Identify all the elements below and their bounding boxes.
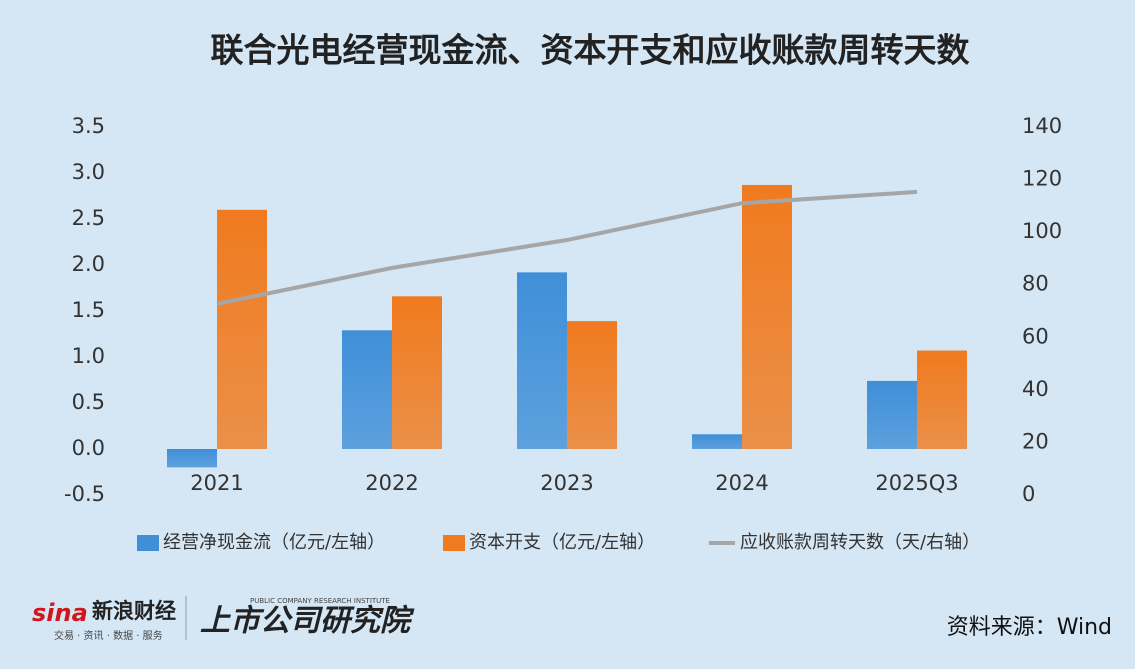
legend-label: 应收账款周转天数（天/右轴） — [740, 532, 980, 553]
x-tick-label: 2024 — [715, 471, 768, 495]
y-tick-label: 0.5 — [72, 390, 105, 414]
y-tick-label: -0.5 — [64, 482, 105, 506]
y2-tick-label: 120 — [1022, 167, 1062, 191]
y-tick-label: 2.0 — [72, 252, 105, 276]
x-tick-label: 2025Q3 — [875, 471, 958, 495]
logo-right-sub: PUBLIC COMPANY RESEARCH INSTITUTE — [250, 597, 390, 605]
logo-mark: sina — [32, 599, 88, 627]
bar — [217, 209, 267, 449]
y-tick-label: 1.5 — [72, 298, 105, 322]
bar — [867, 380, 917, 449]
y2-tick-label: 80 — [1022, 272, 1049, 296]
y-tick-label: 1.0 — [72, 344, 105, 368]
y-tick-label: 2.5 — [72, 206, 105, 230]
bar — [917, 350, 967, 449]
logo-left-sub: 交易 · 资讯 · 数据 · 服务 — [54, 629, 163, 642]
logo-left: 新浪财经 — [92, 599, 176, 623]
x-tick-label: 2023 — [540, 471, 593, 495]
line — [216, 189, 918, 306]
source: 资料来源：Wind — [947, 615, 1112, 640]
logo-right: 上市公司研究院 — [200, 604, 415, 639]
chart-title: 联合光电经营现金流、资本开支和应收账款周转天数 — [211, 31, 971, 70]
bar — [517, 272, 567, 449]
y2-tick-label: 40 — [1022, 377, 1049, 401]
bar — [692, 434, 742, 449]
y2-tick-label: 140 — [1022, 114, 1062, 138]
y-tick-label: 3.0 — [72, 160, 105, 184]
legend-label: 资本开支（亿元/左轴） — [469, 532, 655, 553]
y2-tick-label: 0 — [1022, 482, 1035, 506]
x-tick-label: 2021 — [190, 471, 243, 495]
legend-label: 经营净现金流（亿元/左轴） — [163, 532, 385, 553]
x-tick-label: 2022 — [365, 471, 418, 495]
bar — [567, 321, 617, 449]
bar — [392, 296, 442, 449]
y2-tick-label: 100 — [1022, 219, 1062, 243]
bar — [742, 184, 792, 449]
bar — [167, 449, 217, 468]
legend-swatch — [443, 535, 465, 551]
y-tick-label: 0.0 — [72, 436, 105, 460]
y2-tick-label: 60 — [1022, 324, 1049, 348]
y2-tick-label: 20 — [1022, 429, 1049, 453]
y-tick-label: 3.5 — [72, 114, 105, 138]
bar — [342, 330, 392, 449]
legend-swatch — [137, 535, 159, 551]
